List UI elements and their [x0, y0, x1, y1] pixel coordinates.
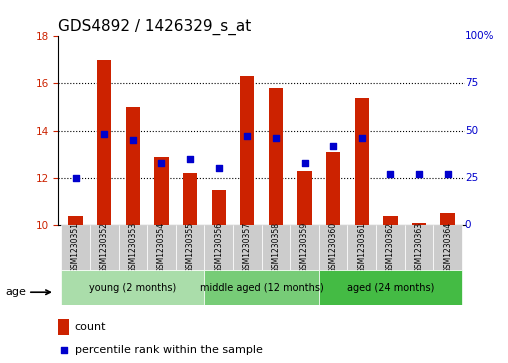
Bar: [269, 88, 283, 225]
Text: GSM1230356: GSM1230356: [214, 222, 223, 273]
Point: [59, 347, 68, 353]
Text: 75: 75: [465, 78, 478, 89]
Point: [72, 175, 80, 181]
Bar: [183, 173, 197, 225]
Text: 25: 25: [465, 173, 478, 183]
Text: GSM1230358: GSM1230358: [271, 222, 280, 273]
Text: count: count: [75, 322, 106, 332]
Point: [329, 143, 337, 149]
Bar: [58, 319, 69, 335]
Bar: [97, 60, 111, 225]
Text: aged (24 months): aged (24 months): [347, 283, 434, 293]
Point: [272, 135, 280, 141]
Text: GSM1230351: GSM1230351: [71, 222, 80, 273]
Bar: [61, 270, 204, 305]
Point: [443, 171, 452, 177]
Bar: [176, 225, 204, 270]
Text: age: age: [5, 287, 26, 297]
Bar: [326, 152, 340, 225]
Bar: [204, 270, 319, 305]
Text: GSM1230360: GSM1230360: [329, 222, 338, 273]
Bar: [204, 225, 233, 270]
Point: [100, 131, 108, 137]
Text: GSM1230352: GSM1230352: [100, 222, 109, 273]
Point: [186, 156, 194, 162]
Bar: [433, 225, 462, 270]
Bar: [440, 213, 455, 225]
Bar: [240, 76, 255, 225]
Text: 50: 50: [465, 126, 478, 136]
Text: middle aged (12 months): middle aged (12 months): [200, 283, 324, 293]
Bar: [355, 98, 369, 225]
Bar: [376, 225, 405, 270]
Bar: [347, 225, 376, 270]
Text: GSM1230354: GSM1230354: [157, 222, 166, 273]
Text: percentile rank within the sample: percentile rank within the sample: [75, 345, 263, 355]
Text: 0: 0: [465, 220, 471, 230]
Bar: [61, 225, 90, 270]
Point: [301, 160, 309, 166]
Bar: [319, 225, 347, 270]
Bar: [147, 225, 176, 270]
Point: [387, 171, 395, 177]
Text: GSM1230355: GSM1230355: [185, 222, 195, 273]
Bar: [154, 157, 169, 225]
Point: [157, 160, 166, 166]
Point: [129, 137, 137, 143]
Point: [214, 166, 223, 171]
Bar: [118, 225, 147, 270]
Point: [358, 135, 366, 141]
Bar: [90, 225, 118, 270]
Bar: [297, 171, 312, 225]
Bar: [262, 225, 290, 270]
Bar: [319, 270, 462, 305]
Point: [243, 134, 251, 139]
Bar: [211, 189, 226, 225]
Text: GSM1230361: GSM1230361: [357, 222, 366, 273]
Bar: [383, 216, 398, 225]
Text: 100%: 100%: [465, 31, 494, 41]
Text: GSM1230353: GSM1230353: [129, 222, 137, 273]
Bar: [125, 107, 140, 225]
Bar: [412, 223, 426, 225]
Text: GSM1230362: GSM1230362: [386, 222, 395, 273]
Text: GSM1230357: GSM1230357: [243, 222, 252, 273]
Bar: [290, 225, 319, 270]
Text: GSM1230363: GSM1230363: [415, 222, 424, 273]
Text: young (2 months): young (2 months): [89, 283, 176, 293]
Bar: [405, 225, 433, 270]
Bar: [69, 216, 83, 225]
Text: GDS4892 / 1426329_s_at: GDS4892 / 1426329_s_at: [58, 19, 251, 35]
Point: [415, 171, 423, 177]
Text: GSM1230359: GSM1230359: [300, 222, 309, 273]
Bar: [233, 225, 262, 270]
Text: GSM1230364: GSM1230364: [443, 222, 452, 273]
